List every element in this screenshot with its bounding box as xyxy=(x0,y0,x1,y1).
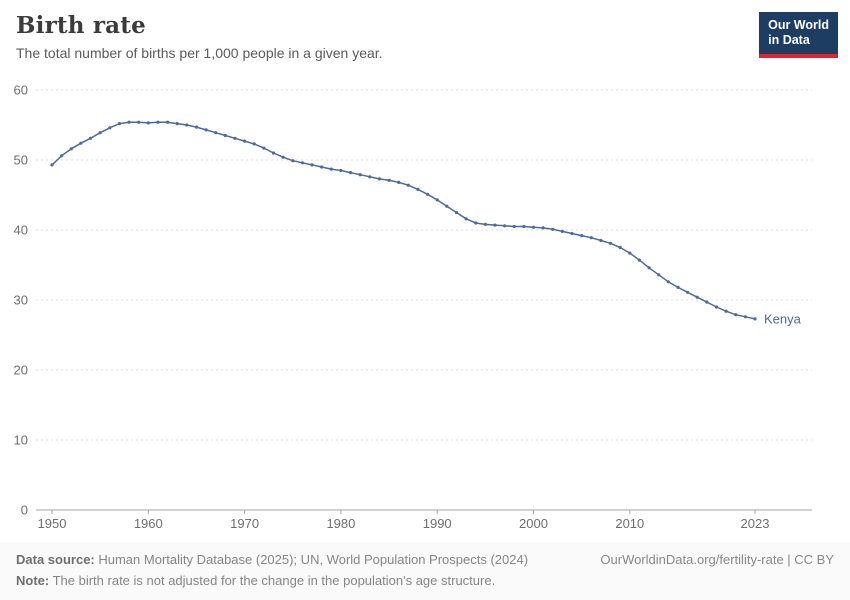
note-label: Note: xyxy=(16,573,50,588)
svg-text:1950: 1950 xyxy=(38,516,67,531)
svg-text:1990: 1990 xyxy=(423,516,452,531)
svg-text:20: 20 xyxy=(14,363,28,378)
svg-text:10: 10 xyxy=(14,433,28,448)
data-source-value: Human Mortality Database (2025); UN, Wor… xyxy=(94,552,529,567)
logo-line1: Our World xyxy=(768,18,829,32)
owid-logo: Our World in Data xyxy=(759,12,838,58)
svg-text:40: 40 xyxy=(14,223,28,238)
page-subtitle: The total number of births per 1,000 peo… xyxy=(16,45,383,61)
svg-text:2023: 2023 xyxy=(741,516,770,531)
svg-text:1970: 1970 xyxy=(230,516,259,531)
svg-text:2010: 2010 xyxy=(615,516,644,531)
footer-note: Note: The birth rate is not adjusted for… xyxy=(16,573,834,588)
line-chart: 0 10 20 30 40 50 60 1950 1960 1970 1980 1990 2000 201… xyxy=(14,83,812,531)
page-title: Birth rate xyxy=(16,12,146,39)
svg-text:0: 0 xyxy=(21,503,28,518)
svg-text:1980: 1980 xyxy=(326,516,355,531)
svg-text:30: 30 xyxy=(14,293,28,308)
chart-svg: 0 10 20 30 40 50 60 1950 1960 1970 1980 1990 2000 201… xyxy=(14,83,812,531)
data-source-label: Data source: xyxy=(16,552,95,567)
svg-text:1960: 1960 xyxy=(134,516,163,531)
svg-text:50: 50 xyxy=(14,153,28,168)
series-label-kenya: Kenya xyxy=(764,311,802,326)
svg-text:2000: 2000 xyxy=(519,516,548,531)
chart-footer: Data source: Human Mortality Database (2… xyxy=(0,542,850,600)
chart-header: Birth rate The total number of births pe… xyxy=(16,12,834,61)
note-value: The birth rate is not adjusted for the c… xyxy=(49,573,496,588)
svg-text:60: 60 xyxy=(14,83,28,98)
logo-line2: in Data xyxy=(768,33,810,47)
footer-row-source: Data source: Human Mortality Database (2… xyxy=(16,552,834,567)
credit-link[interactable]: OurWorldinData.org/fertility-rate | CC B… xyxy=(600,552,834,567)
data-source-text: Data source: Human Mortality Database (2… xyxy=(16,552,528,567)
